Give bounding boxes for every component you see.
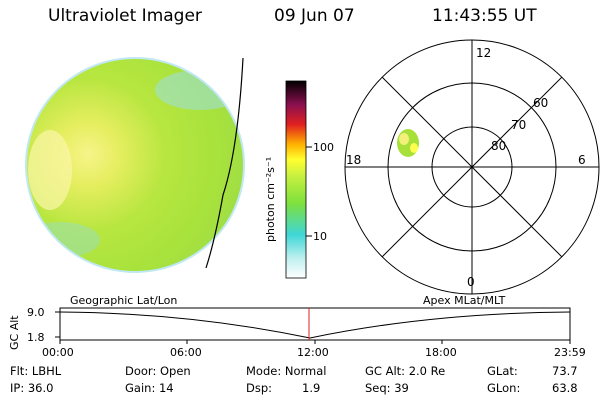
glat-value: 73.7: [552, 364, 578, 378]
colorbar-unit-label: photon cm⁻²s⁻¹: [264, 156, 277, 242]
mode-info: Mode: Normal: [246, 364, 327, 378]
uv-earth-image: [25, 57, 245, 273]
colorbar: [285, 80, 312, 279]
altitude-timeline: [55, 307, 571, 344]
date-label: 09 Jun 07: [274, 6, 355, 26]
ip-info: IP: 36.0: [10, 381, 54, 395]
dsp-label: Dsp:: [246, 381, 273, 395]
terminator-line: [205, 57, 244, 269]
mlt-label-0: 0: [467, 275, 475, 289]
xtick-2359: 23:59: [554, 346, 586, 359]
timeline-right-title: Apex MLat/MLT: [423, 294, 506, 307]
time-label: 11:43:55 UT: [432, 6, 537, 26]
dsp-value: 1.9: [302, 381, 321, 395]
filter-info: Flt: LBHL: [10, 364, 62, 378]
mlt-label-12: 12: [476, 46, 492, 60]
seq-info: Seq: 39: [365, 381, 409, 395]
gain-info: Gain: 14: [125, 381, 174, 395]
instrument-title: Ultraviolet Imager: [48, 6, 202, 26]
xtick-1800: 18:00: [425, 346, 457, 359]
timeline-ytick-9: 9.0: [27, 306, 45, 319]
gcalt-info: GC Alt: 2.0 Re: [365, 364, 446, 378]
xtick-1200: 12:00: [297, 346, 329, 359]
mlt-label-18: 18: [346, 153, 362, 167]
polar-plot: [344, 39, 600, 295]
lat-label-70: 70: [511, 118, 527, 132]
lat-label-80: 80: [491, 139, 507, 153]
glat-label: GLat:: [487, 364, 518, 378]
door-info: Door: Open: [125, 364, 191, 378]
glon-value: 63.8: [552, 381, 578, 395]
timeline-left-title: Geographic Lat/Lon: [70, 294, 178, 307]
colorbar-tick-10: 10: [313, 230, 327, 243]
mlt-label-6: 6: [578, 153, 586, 167]
xtick-0600: 06:00: [170, 346, 202, 359]
colorbar-tick-100: 100: [313, 141, 334, 154]
timeline-ylabel: GC Alt: [8, 315, 21, 350]
timeline-ytick-1-8: 1.8: [27, 331, 45, 344]
xtick-0000: 00:00: [42, 346, 74, 359]
lat-label-60: 60: [533, 96, 549, 110]
glon-label: GLon:: [487, 381, 521, 395]
auroral-patch: [397, 129, 419, 157]
